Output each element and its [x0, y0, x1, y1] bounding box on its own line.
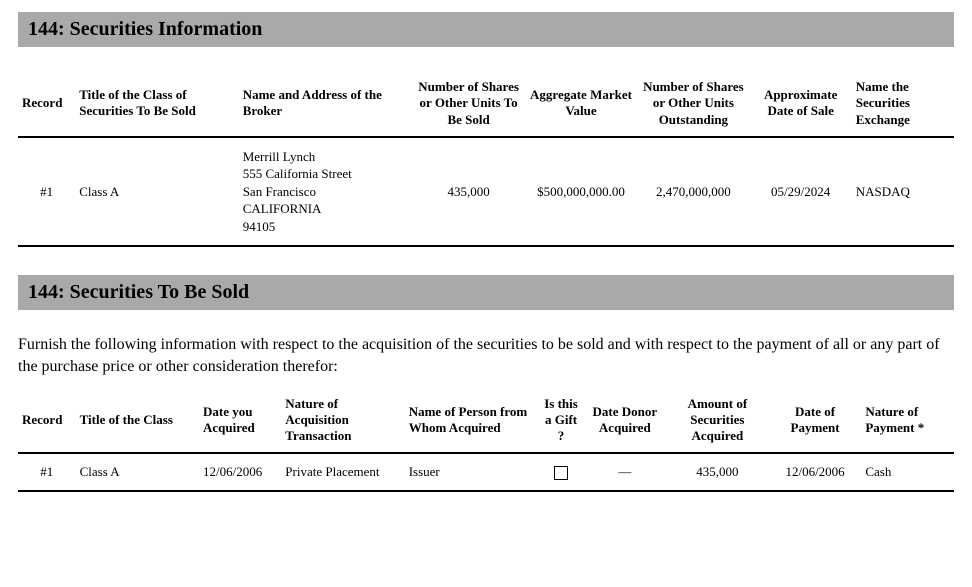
col-from-whom: Name of Person from Whom Acquired [405, 388, 539, 454]
col-pay-nature: Nature of Payment * [861, 388, 954, 454]
col-is-gift: Is this a Gift ? [538, 388, 583, 454]
cell-donor-date: — [584, 453, 666, 491]
securities-info-table: Record Title of the Class of Securities … [18, 71, 954, 247]
table-row: #1 Class A 12/06/2006 Private Placement … [18, 453, 954, 491]
cell-shares-sold: 435,000 [412, 137, 524, 247]
cell-class-title: Class A [75, 137, 238, 247]
cell-is-gift [538, 453, 583, 491]
col-nature-txn: Nature of Acquisition Transaction [281, 388, 404, 454]
col-amount: Amount of Securities Acquired [666, 388, 769, 454]
broker-line: San Francisco [243, 183, 409, 201]
cell-nature-txn: Private Placement [281, 453, 404, 491]
cell-class-title: Class A [76, 453, 199, 491]
cell-date-acquired: 12/06/2006 [199, 453, 281, 491]
col-class-title: Title of the Class [76, 388, 199, 454]
col-record: Record [18, 71, 75, 137]
securities-to-be-sold-table: Record Title of the Class Date you Acqui… [18, 388, 954, 493]
cell-broker: Merrill Lynch 555 California Street San … [239, 137, 413, 247]
broker-line: Merrill Lynch [243, 148, 409, 166]
cell-market-value: $500,000,000.00 [525, 137, 637, 247]
col-class-title: Title of the Class of Securities To Be S… [75, 71, 238, 137]
cell-exchange: NASDAQ [852, 137, 954, 247]
cell-outstanding: 2,470,000,000 [637, 137, 749, 247]
cell-sale-date: 05/29/2024 [750, 137, 852, 247]
instruction-text: Furnish the following information with r… [18, 334, 954, 377]
col-market-value: Aggregate Market Value [525, 71, 637, 137]
cell-from-whom: Issuer [405, 453, 539, 491]
col-date-acquired: Date you Acquired [199, 388, 281, 454]
col-pay-date: Date of Payment [769, 388, 862, 454]
broker-line: 94105 [243, 218, 409, 236]
col-shares-sold: Number of Shares or Other Units To Be So… [412, 71, 524, 137]
col-donor-date: Date Donor Acquired [584, 388, 666, 454]
broker-line: CALIFORNIA [243, 200, 409, 218]
cell-record: #1 [18, 137, 75, 247]
table-header-row: Record Title of the Class Date you Acqui… [18, 388, 954, 454]
section-header-securities-info: 144: Securities Information [18, 12, 954, 47]
col-outstanding: Number of Shares or Other Units Outstand… [637, 71, 749, 137]
broker-line: 555 California Street [243, 165, 409, 183]
section-header-securities-to-be-sold: 144: Securities To Be Sold [18, 275, 954, 310]
cell-pay-nature: Cash [861, 453, 954, 491]
col-exchange: Name the Securities Exchange [852, 71, 954, 137]
cell-record: #1 [18, 453, 76, 491]
table-header-row: Record Title of the Class of Securities … [18, 71, 954, 137]
cell-pay-date: 12/06/2006 [769, 453, 862, 491]
col-broker: Name and Address of the Broker [239, 71, 413, 137]
table-row: #1 Class A Merrill Lynch 555 California … [18, 137, 954, 247]
col-sale-date: Approximate Date of Sale [750, 71, 852, 137]
col-record: Record [18, 388, 76, 454]
cell-amount: 435,000 [666, 453, 769, 491]
gift-checkbox-icon [554, 466, 568, 480]
